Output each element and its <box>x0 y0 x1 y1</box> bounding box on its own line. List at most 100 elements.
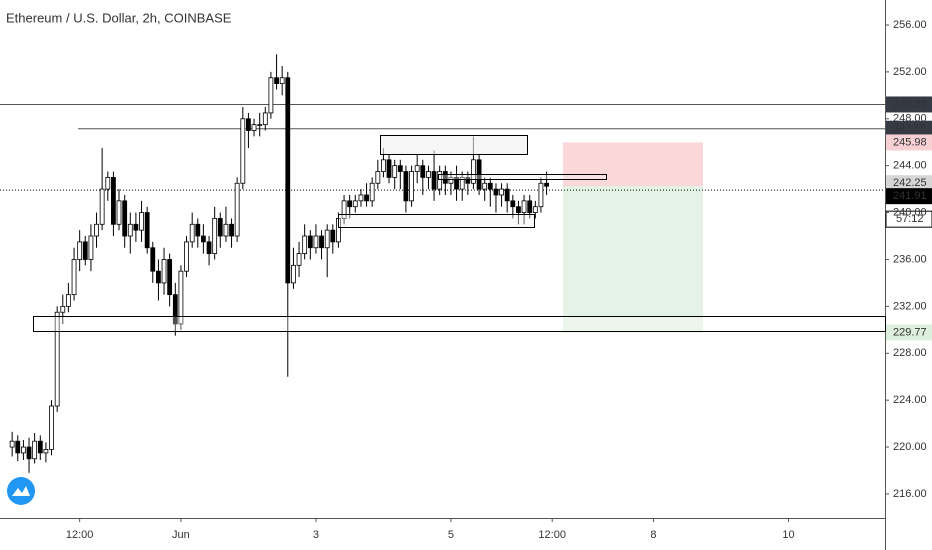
candle-body <box>381 159 386 172</box>
price-label: 229.77 <box>893 326 927 338</box>
candle-body <box>189 223 195 243</box>
candle-body <box>499 188 504 196</box>
candle-body <box>262 112 268 126</box>
candle-body <box>172 294 178 325</box>
y-tick-label: 236.00 <box>893 253 927 265</box>
candle-body <box>414 165 420 172</box>
zone-box <box>380 135 528 155</box>
candle-body <box>144 212 150 249</box>
candle-body <box>392 165 398 178</box>
logo <box>7 477 35 505</box>
x-tick-label: Jun <box>172 529 190 541</box>
candle-body <box>403 171 409 202</box>
candle-body <box>347 200 353 208</box>
plot <box>0 54 885 473</box>
candle-body <box>285 77 291 284</box>
zone-box <box>338 214 535 228</box>
countdown: 57:12 <box>896 213 924 225</box>
candle-body <box>32 440 38 460</box>
candle-body <box>296 253 302 266</box>
candle-body <box>99 188 105 225</box>
candle-body <box>510 200 516 208</box>
x-tick-label: 10 <box>782 529 794 541</box>
candle-body <box>49 405 54 450</box>
candle-body <box>448 176 454 184</box>
price-label: 249.22 <box>893 98 927 110</box>
chart-title: Ethereum / U.S. Dollar, 2h, COINBASE <box>6 10 232 25</box>
candle-body <box>302 235 308 255</box>
target-zone <box>563 186 703 333</box>
candle-body <box>544 182 549 187</box>
candle-body <box>369 182 375 202</box>
y-tick-label: 232.00 <box>893 300 927 312</box>
candle-body <box>234 182 240 237</box>
candle-body <box>538 182 544 208</box>
candle-body <box>105 176 111 190</box>
candle-body <box>375 171 381 184</box>
candle-body <box>352 200 358 208</box>
price-label-bg <box>886 134 932 151</box>
candle-body <box>397 165 403 172</box>
price-label-bg <box>886 324 932 341</box>
candle-body <box>324 229 330 249</box>
candle-body <box>184 241 189 272</box>
candle-body <box>223 223 229 237</box>
candle-body <box>426 171 431 178</box>
candle-body <box>431 171 437 190</box>
logo-mark <box>12 486 30 496</box>
candle-body <box>161 259 167 284</box>
candle-body <box>251 124 257 131</box>
candle-body <box>240 118 246 184</box>
candle-body <box>127 223 133 237</box>
price-label-bg <box>886 188 932 205</box>
price-label-bg <box>886 175 932 192</box>
candle-body <box>139 212 144 231</box>
candle-body <box>37 440 43 454</box>
candle-body <box>77 241 83 260</box>
candle-body <box>313 235 319 249</box>
candle-body <box>116 200 122 225</box>
logo-circle <box>7 477 35 505</box>
candle-body <box>15 440 21 454</box>
x-tick-label: 3 <box>313 529 319 541</box>
candle-body <box>43 449 49 454</box>
candle-body <box>195 223 201 237</box>
candle-body <box>420 165 426 178</box>
candle-body <box>246 118 251 131</box>
x-tick-label: 8 <box>650 529 656 541</box>
candle-body <box>358 194 364 202</box>
x-tick-label: 12:00 <box>66 529 94 541</box>
candle-body <box>437 171 443 190</box>
y-tick-label: 248.00 <box>893 113 927 125</box>
candle-body <box>65 294 71 307</box>
candle-body <box>330 229 336 243</box>
candle-body <box>493 188 499 196</box>
candle-body <box>532 206 538 213</box>
y-tick-label: 220.00 <box>893 441 927 453</box>
candle-body <box>111 176 116 225</box>
y-tick-label: 228.00 <box>893 347 927 359</box>
candle-body <box>229 223 234 237</box>
countdown-bg <box>885 210 932 228</box>
candle-body <box>454 176 459 190</box>
candle-body <box>274 77 279 84</box>
candle-body <box>206 241 212 255</box>
candle-body <box>521 200 527 213</box>
candle-body <box>279 77 285 84</box>
price-label-bg <box>886 96 932 113</box>
candle-body <box>88 235 94 260</box>
price-label: 245.98 <box>893 136 927 148</box>
candle-body <box>442 171 448 184</box>
y-tick-label: 216.00 <box>893 488 927 500</box>
zone-box <box>33 316 886 332</box>
y-tick-label: 224.00 <box>893 394 927 406</box>
candle-body <box>82 241 88 260</box>
candle-body <box>178 270 184 325</box>
candle-body <box>487 182 493 190</box>
candle-body <box>212 218 218 255</box>
drawings <box>33 135 886 332</box>
candle-body <box>459 176 465 190</box>
